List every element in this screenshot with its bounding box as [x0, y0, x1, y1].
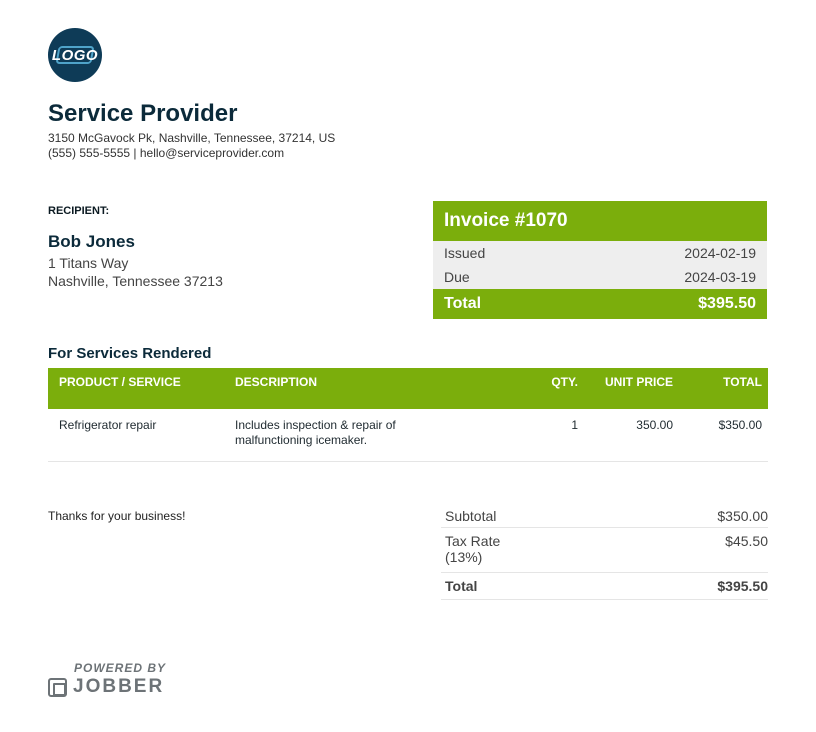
header-total: TOTAL	[679, 368, 768, 409]
invoice-due-row: Due 2024-03-19	[433, 265, 767, 289]
subtotal-value: $350.00	[717, 508, 768, 524]
totals-summary: Subtotal $350.00 Tax Rate (13%) $45.50 T…	[441, 503, 768, 600]
jobber-wordmark: JOBBER	[73, 676, 165, 697]
company-address: 3150 McGavock Pk, Nashville, Tennessee, …	[48, 131, 336, 145]
line-items-table: PRODUCT / SERVICE DESCRIPTION QTY. UNIT …	[48, 368, 768, 462]
services-title: For Services Rendered	[48, 345, 212, 362]
tax-value: $45.50	[725, 533, 768, 549]
header-qty: QTY.	[481, 368, 584, 409]
powered-by-label: POWERED BY	[74, 661, 167, 675]
recipient-address-line1: 1 Titans Way	[48, 255, 129, 271]
grand-total-label: Total	[445, 578, 478, 594]
item-qty: 1	[481, 409, 584, 462]
table-row: Refrigerator repair Includes inspection …	[48, 409, 768, 462]
subtotal-row: Subtotal $350.00	[441, 503, 768, 528]
issued-date: 2024-02-19	[684, 245, 756, 261]
header-unit-price: UNIT PRICE	[584, 368, 679, 409]
item-description: Includes inspection & repair of malfunct…	[229, 409, 481, 462]
item-total: $350.00	[679, 409, 768, 462]
invoice-summary-box: Invoice #1070 Issued 2024-02-19 Due 2024…	[433, 201, 767, 319]
grand-total-value: $395.50	[717, 578, 768, 594]
table-header-row: PRODUCT / SERVICE DESCRIPTION QTY. UNIT …	[48, 368, 768, 409]
recipient-label: RECIPIENT:	[48, 205, 110, 217]
tax-label: Tax Rate (13%)	[445, 533, 501, 565]
issued-label: Issued	[444, 245, 486, 261]
due-date: 2024-03-19	[684, 269, 756, 285]
item-unit-price: 350.00	[584, 409, 679, 462]
logo-text: LOGO	[51, 46, 99, 64]
due-label: Due	[444, 269, 470, 285]
company-name: Service Provider	[48, 100, 238, 127]
item-product: Refrigerator repair	[48, 409, 229, 462]
header-description: DESCRIPTION	[229, 368, 481, 409]
logo-badge: LOGO	[48, 28, 102, 82]
invoice-title: Invoice #1070	[433, 201, 767, 241]
thank-you-note: Thanks for your business!	[48, 509, 186, 523]
invoice-total-row: Total $395.50	[433, 289, 767, 319]
jobber-logo-icon	[48, 677, 67, 697]
company-contact: (555) 555-5555 | hello@serviceprovider.c…	[48, 146, 285, 160]
invoice-total-value: $395.50	[698, 295, 756, 312]
recipient-address-line2: Nashville, Tennessee 37213	[48, 273, 223, 289]
subtotal-label: Subtotal	[445, 508, 497, 524]
grand-total-row: Total $395.50	[441, 573, 768, 600]
recipient-name: Bob Jones	[48, 232, 135, 251]
invoice-total-label: Total	[444, 295, 482, 312]
jobber-branding: JOBBER	[48, 676, 164, 698]
company-logo: LOGO	[48, 28, 102, 82]
invoice-issued-row: Issued 2024-02-19	[433, 241, 767, 265]
header-product: PRODUCT / SERVICE	[48, 368, 229, 409]
tax-row: Tax Rate (13%) $45.50	[441, 528, 768, 573]
